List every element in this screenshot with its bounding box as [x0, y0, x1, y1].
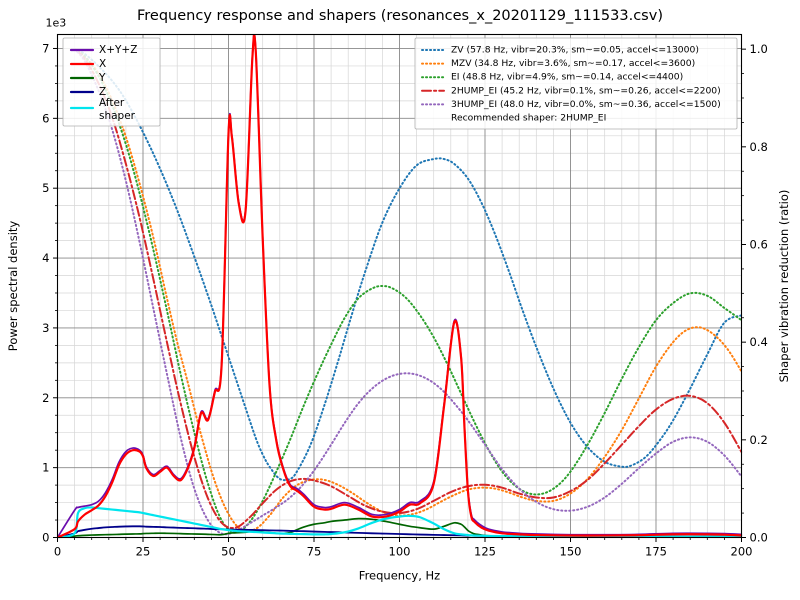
- mask-right: [742, 0, 800, 600]
- y-right-tick-label: 0.0: [750, 531, 768, 545]
- y-tick-label: 5: [42, 181, 49, 195]
- y-right-tick-label: 0.8: [750, 140, 768, 154]
- x-axis-label: Frequency, Hz: [359, 569, 440, 583]
- shaper-curve-3: [73, 48, 743, 529]
- y-tick-label: 3: [42, 321, 49, 335]
- legend-right-label: MZV (34.8 Hz, vibr=3.6%, sm~=0.17, accel…: [451, 58, 695, 69]
- legend-right-label: ZV (57.8 Hz, vibr=20.3%, sm~=0.05, accel…: [451, 45, 699, 56]
- legend-right-label: 3HUMP_EI (48.0 Hz, vibr=0.0%, sm~=0.36, …: [451, 99, 721, 110]
- y-axis-right: 0.0 0.2 0.4 0.6 0.8 1.0 Shaper vibration reduc…: [741, 42, 791, 545]
- y-axis-offset-text: 1e3: [46, 17, 67, 30]
- legend-right-box: [414, 37, 738, 130]
- shaper-curve-0: [73, 48, 743, 482]
- y-axis-label: Power spectral density: [6, 221, 20, 352]
- x-tick-label: 50: [221, 545, 236, 559]
- x-tick-label: 100: [389, 545, 411, 559]
- mask-bottom: [0, 538, 800, 600]
- legend-left-label: After: [99, 97, 125, 109]
- legend-left-label: X: [99, 58, 106, 70]
- x-axis: 0 25 50 75 100 125 150 175 200 Frequency, Hz: [54, 537, 753, 583]
- shaper-curve-2: [73, 48, 743, 534]
- legend-left-label-cont: shaper: [99, 110, 136, 122]
- x-tick-label: 0: [54, 545, 61, 559]
- y-right-tick-label: 0.6: [750, 237, 768, 251]
- x-tick-label: 150: [560, 545, 582, 559]
- psd-curve-1: [56, 32, 743, 539]
- y-axis-left: 0 1 2 3 4 5 6 7 1e3 Power spectral density: [6, 17, 66, 545]
- y-right-tick-label: 0.2: [750, 433, 768, 447]
- x-tick-label: 125: [474, 545, 496, 559]
- y-tick-label: 2: [42, 391, 49, 405]
- shaper-curves: [73, 48, 743, 536]
- x-tick-label: 75: [307, 545, 322, 559]
- page-title: Frequency response and shapers (resonanc…: [137, 8, 663, 24]
- y-right-tick-label: 1.0: [750, 42, 768, 56]
- x-tick-label: 200: [731, 545, 753, 559]
- chart-title: Frequency response and shapers (resonanc…: [137, 8, 663, 24]
- mask-left: [0, 0, 58, 600]
- legend-left-label: Y: [98, 72, 106, 84]
- y-axis-right-label: Shaper vibration reduction (ratio): [777, 190, 791, 383]
- y-tick-label: 1: [42, 461, 49, 475]
- legend-right-label: 2HUMP_EI (45.2 Hz, vibr=0.1%, sm~=0.26, …: [451, 85, 721, 96]
- recommended-shaper-note: Recommended shaper: 2HUMP_EI: [451, 113, 606, 124]
- x-tick-label: 25: [136, 545, 151, 559]
- y-right-tick-label: 0.4: [750, 335, 768, 349]
- legend-left-label: X+Y+Z: [99, 44, 137, 56]
- psd-curves: [56, 31, 743, 539]
- y-tick-label: 7: [42, 41, 49, 55]
- mask-top: [0, 0, 800, 35]
- legend-right: ZV (57.8 Hz, vibr=20.3%, sm~=0.05, accel…: [414, 37, 738, 130]
- psd-curve-4: [56, 506, 743, 539]
- y-tick-label: 4: [42, 251, 49, 265]
- y-tick-label: 0: [42, 531, 49, 545]
- shaper-curve-4: [73, 48, 743, 536]
- legend-left-label: Z: [99, 86, 106, 98]
- legend-right-label: EI (48.8 Hz, vibr=4.9%, sm~=0.14, accel<…: [451, 72, 683, 83]
- y-tick-label: 6: [42, 111, 49, 125]
- legend-left-box: [62, 37, 161, 127]
- x-tick-label: 175: [645, 545, 667, 559]
